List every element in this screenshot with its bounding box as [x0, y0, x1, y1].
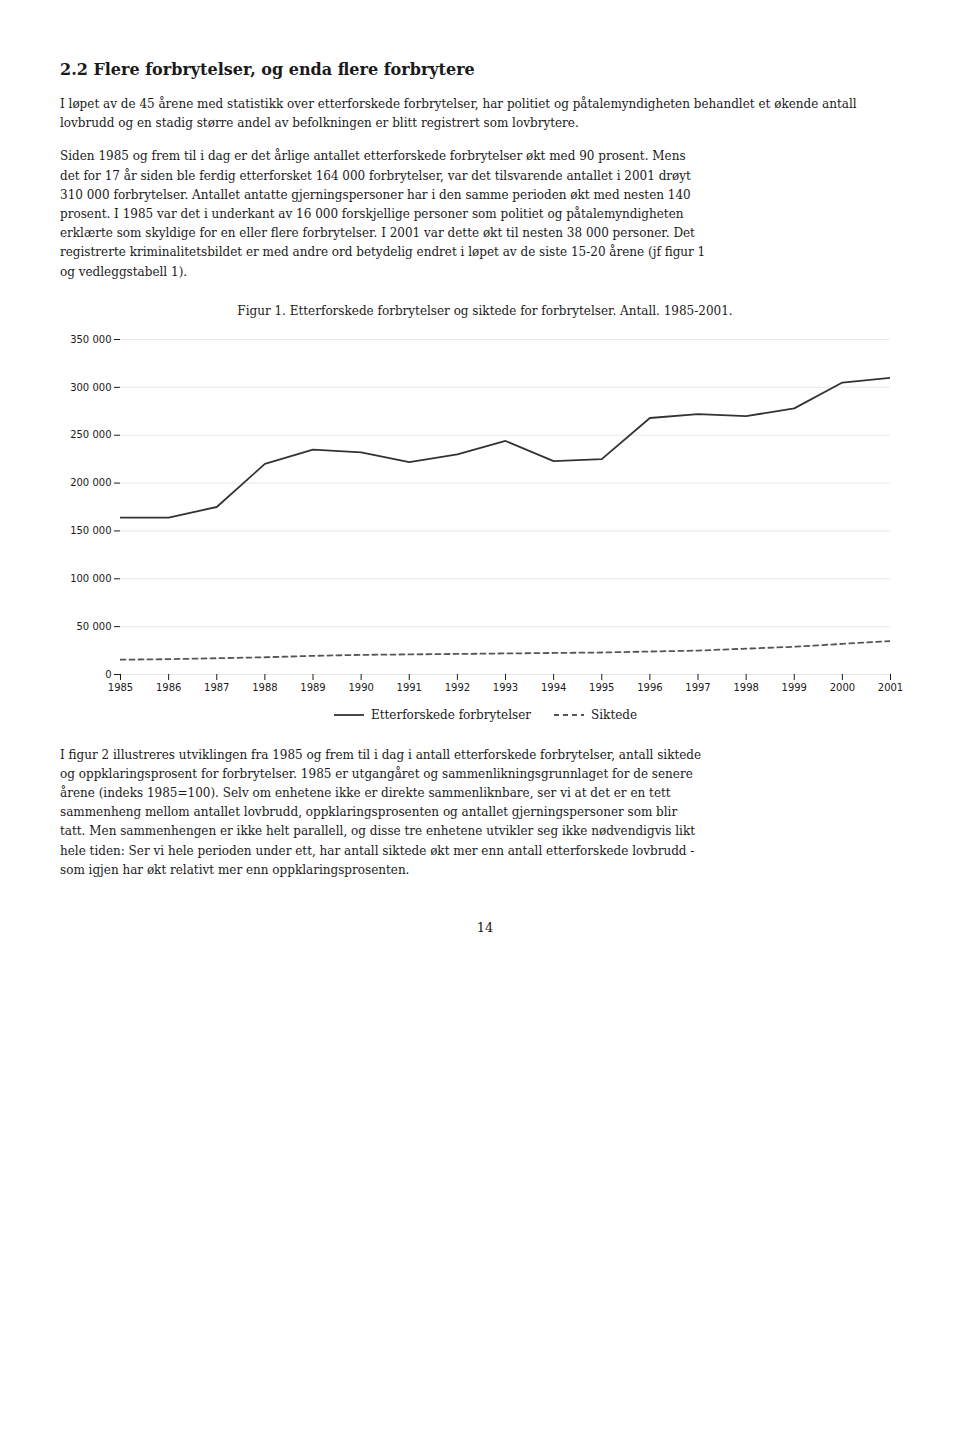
- html-text:og vedleggstabell 1).: og vedleggstabell 1).: [60, 264, 188, 279]
- html-text:14: 14: [476, 920, 494, 935]
- html-text:I løpet av de 45 årene med sta: I løpet av de 45 årene med statistikk ov…: [60, 97, 857, 131]
- html-text:I figur 2 illustreres utviklin: I figur 2 illustreres utviklingen fra 19…: [60, 747, 702, 762]
- svg-text:1997: 1997: [685, 681, 710, 692]
- html-text:prosent. I 1985 var det i unde: prosent. I 1985 var det i underkant av 1…: [60, 206, 684, 221]
- svg-text:1988: 1988: [252, 681, 277, 692]
- html-text:Siktede: Siktede: [591, 707, 638, 722]
- html-text:det for 17 år siden ble ferdig: det for 17 år siden ble ferdig etterfors…: [60, 168, 691, 183]
- svg-text:2001: 2001: [878, 681, 903, 692]
- html-text:sammenheng mellom antallet lov: sammenheng mellom antallet lovbrudd, opp…: [60, 805, 678, 820]
- svg-text:150 000: 150 000: [70, 525, 111, 536]
- svg-text:1991: 1991: [397, 681, 422, 692]
- svg-text:1985: 1985: [108, 681, 133, 692]
- html-text:Etterforskede forbrytelser: Etterforskede forbrytelser: [370, 707, 531, 722]
- svg-text:1992: 1992: [445, 681, 470, 692]
- svg-text:1989: 1989: [300, 681, 325, 692]
- svg-text:1987: 1987: [204, 681, 229, 692]
- svg-text:50 000: 50 000: [77, 621, 112, 632]
- svg-text:1995: 1995: [589, 681, 614, 692]
- svg-text:100 000: 100 000: [70, 573, 111, 584]
- svg-text:1994: 1994: [541, 681, 566, 692]
- svg-text:1996: 1996: [637, 681, 662, 692]
- html-text:Figur 1. Etterforskede forbryt: Figur 1. Etterforskede forbrytelser og s…: [237, 303, 733, 318]
- svg-text:350 000: 350 000: [70, 333, 111, 344]
- svg-text:1999: 1999: [782, 681, 807, 692]
- svg-text:1986: 1986: [156, 681, 181, 692]
- svg-text:300 000: 300 000: [70, 381, 111, 392]
- html-text:registrerte kriminalitetsbilde: registrerte kriminalitetsbildet er med a…: [60, 245, 706, 260]
- html-text:årene (indeks 1985=100). Selv: årene (indeks 1985=100). Selv om enheten…: [60, 786, 671, 801]
- html-text:hele tiden: Ser vi hele period: hele tiden: Ser vi hele perioden under e…: [60, 843, 695, 858]
- svg-text:200 000: 200 000: [70, 477, 111, 488]
- html-text:og oppklaringsprosent for forb: og oppklaringsprosent for forbrytelser. …: [60, 766, 693, 781]
- html-text:310 000 forbrytelser. Antallet: 310 000 forbrytelser. Antallet antatte g…: [60, 187, 691, 202]
- html-text:som igjen har økt relativt mer: som igjen har økt relativt mer enn oppkl…: [60, 862, 410, 877]
- svg-text:1993: 1993: [493, 681, 518, 692]
- svg-text:2000: 2000: [830, 681, 855, 692]
- svg-text:250 000: 250 000: [70, 429, 111, 440]
- html-text:Siden 1985 og frem til i dag e: Siden 1985 og frem til i dag er det årli…: [60, 149, 686, 164]
- svg-text:0: 0: [105, 668, 111, 679]
- svg-text:1990: 1990: [348, 681, 373, 692]
- svg-text:1998: 1998: [733, 681, 758, 692]
- html-text:erklærte som skyldige for en e: erklærte som skyldige for en eller flere…: [60, 226, 695, 241]
- html-text:tatt. Men sammenhengen er ikke: tatt. Men sammenhengen er ikke helt para…: [60, 824, 695, 839]
- html-text:2.2 Flere forbrytelser, og end: 2.2 Flere forbrytelser, og enda flere fo…: [60, 60, 475, 79]
